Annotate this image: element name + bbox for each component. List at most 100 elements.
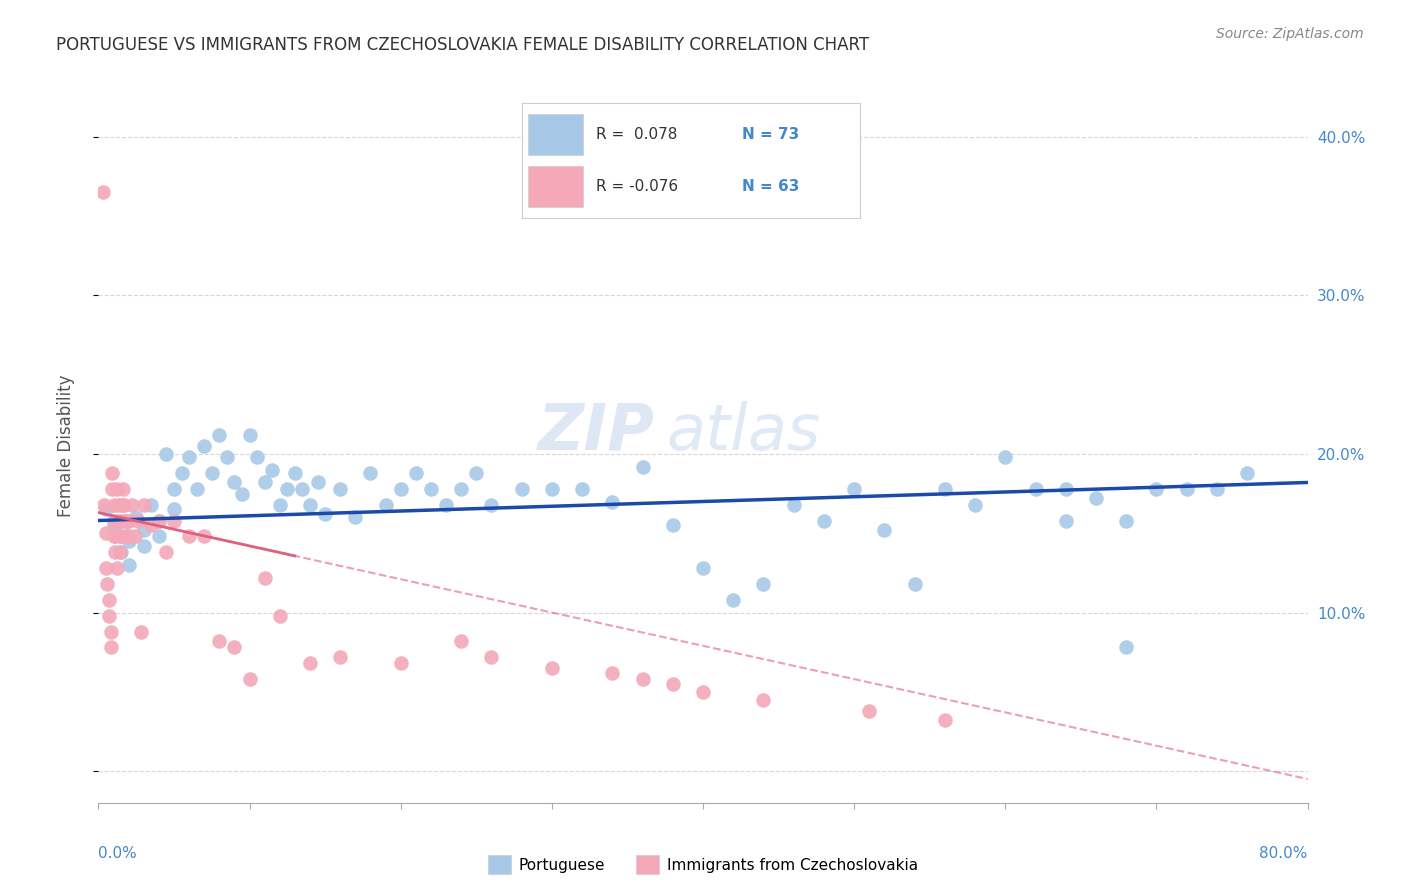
- Point: [103, 514, 125, 528]
- Point: [112, 514, 135, 528]
- Point: [110, 514, 132, 528]
- Point: [253, 475, 276, 490]
- Point: [1206, 482, 1229, 496]
- Text: 80.0%: 80.0%: [1260, 846, 1308, 861]
- Point: [934, 714, 956, 728]
- Point: [239, 428, 262, 442]
- Point: [1054, 482, 1077, 496]
- Point: [1175, 482, 1198, 496]
- Point: [215, 450, 238, 464]
- Point: [115, 514, 138, 528]
- Point: [723, 592, 745, 607]
- Point: [1085, 491, 1108, 506]
- Point: [98, 608, 121, 623]
- Point: [813, 514, 835, 528]
- Point: [193, 439, 215, 453]
- Point: [873, 523, 896, 537]
- Point: [434, 498, 457, 512]
- Point: [994, 450, 1017, 464]
- Point: [107, 498, 129, 512]
- Point: [111, 498, 134, 512]
- Point: [389, 482, 412, 496]
- Point: [193, 529, 215, 543]
- Point: [155, 447, 177, 461]
- Point: [631, 672, 654, 686]
- Legend: Portuguese, Immigrants from Czechoslovakia: Portuguese, Immigrants from Czechoslovak…: [482, 849, 924, 880]
- Point: [360, 466, 382, 480]
- Point: [103, 498, 125, 512]
- Point: [231, 486, 253, 500]
- Point: [141, 498, 163, 512]
- Point: [269, 608, 291, 623]
- Point: [208, 634, 231, 648]
- Point: [1144, 482, 1167, 496]
- Point: [344, 510, 367, 524]
- Point: [224, 640, 246, 655]
- Point: [148, 514, 170, 528]
- Point: [602, 665, 624, 680]
- Point: [253, 571, 276, 585]
- Point: [481, 498, 503, 512]
- Point: [661, 677, 683, 691]
- Point: [965, 498, 987, 512]
- Point: [201, 466, 224, 480]
- Point: [1054, 514, 1077, 528]
- Point: [93, 498, 115, 512]
- Text: 0.0%: 0.0%: [98, 846, 138, 861]
- Point: [1115, 514, 1137, 528]
- Point: [299, 657, 322, 671]
- Point: [114, 529, 136, 543]
- Point: [118, 558, 141, 572]
- Point: [170, 466, 193, 480]
- Point: [127, 514, 149, 528]
- Point: [450, 634, 472, 648]
- Point: [125, 510, 148, 524]
- Point: [450, 482, 472, 496]
- Point: [101, 482, 124, 496]
- Point: [94, 526, 117, 541]
- Point: [118, 514, 141, 528]
- Point: [132, 523, 155, 537]
- Text: ZIP: ZIP: [537, 401, 655, 463]
- Point: [291, 482, 314, 496]
- Point: [100, 640, 122, 655]
- Point: [299, 498, 322, 512]
- Point: [118, 534, 141, 549]
- Point: [108, 545, 131, 559]
- Point: [571, 482, 593, 496]
- Text: Source: ZipAtlas.com: Source: ZipAtlas.com: [1216, 27, 1364, 41]
- Point: [692, 685, 714, 699]
- Point: [858, 704, 880, 718]
- Point: [179, 450, 201, 464]
- Point: [389, 657, 412, 671]
- Point: [262, 463, 284, 477]
- Y-axis label: Female Disability: Female Disability: [56, 375, 75, 517]
- Point: [105, 482, 128, 496]
- Point: [107, 514, 129, 528]
- Point: [420, 482, 443, 496]
- Point: [405, 466, 427, 480]
- Point: [661, 518, 683, 533]
- Point: [329, 649, 352, 664]
- Point: [104, 529, 127, 543]
- Point: [163, 502, 186, 516]
- Point: [112, 498, 135, 512]
- Point: [208, 428, 231, 442]
- Point: [124, 529, 146, 543]
- Point: [115, 529, 138, 543]
- Point: [179, 529, 201, 543]
- Point: [105, 561, 128, 575]
- Point: [141, 518, 163, 533]
- Point: [934, 482, 956, 496]
- Point: [155, 545, 177, 559]
- Point: [224, 475, 246, 490]
- Point: [110, 498, 132, 512]
- Point: [98, 592, 121, 607]
- Point: [96, 577, 118, 591]
- Point: [752, 577, 775, 591]
- Point: [314, 507, 336, 521]
- Point: [101, 466, 124, 480]
- Point: [94, 502, 117, 516]
- Point: [276, 482, 298, 496]
- Point: [269, 498, 291, 512]
